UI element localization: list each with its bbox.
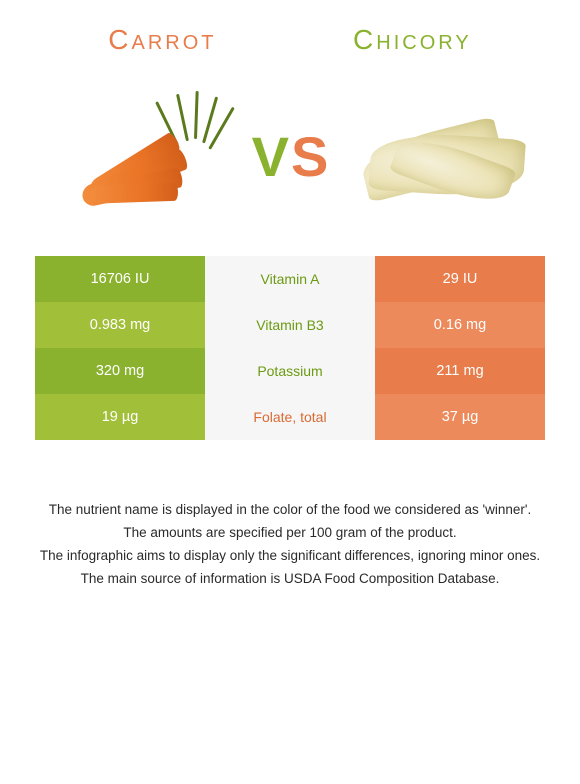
- nutrient-cell: Potassium: [205, 348, 375, 394]
- left-value-cell: 320 mg: [35, 348, 205, 394]
- right-value-cell: 29 IU: [375, 256, 545, 302]
- table-row: 19 µgFolate, total37 µg: [35, 394, 545, 440]
- right-food-title: Chicory: [353, 24, 472, 56]
- left-value-cell: 0.983 mg: [35, 302, 205, 348]
- caption-line: The main source of information is USDA F…: [35, 569, 545, 590]
- vs-v-letter: V: [252, 124, 289, 189]
- table-row: 0.983 mgVitamin B30.16 mg: [35, 302, 545, 348]
- comparison-table: 16706 IUVitamin A29 IU0.983 mgVitamin B3…: [35, 256, 545, 440]
- table-row: 16706 IUVitamin A29 IU: [35, 256, 545, 302]
- left-value-cell: 19 µg: [35, 394, 205, 440]
- carrot-illustration: [42, 86, 242, 226]
- caption-block: The nutrient name is displayed in the co…: [0, 440, 580, 592]
- caption-line: The nutrient name is displayed in the co…: [35, 500, 545, 521]
- nutrient-cell: Folate, total: [205, 394, 375, 440]
- caption-line: The infographic aims to display only the…: [35, 546, 545, 567]
- nutrient-cell: Vitamin A: [205, 256, 375, 302]
- chicory-illustration: [338, 86, 538, 226]
- left-value-cell: 16706 IU: [35, 256, 205, 302]
- hero-section: V S: [0, 66, 580, 256]
- vs-s-letter: S: [291, 124, 328, 189]
- header: Carrot Chicory: [0, 0, 580, 66]
- caption-line: The amounts are specified per 100 gram o…: [35, 523, 545, 544]
- left-food-title: Carrot: [108, 24, 216, 56]
- right-value-cell: 37 µg: [375, 394, 545, 440]
- right-value-cell: 211 mg: [375, 348, 545, 394]
- table-row: 320 mgPotassium211 mg: [35, 348, 545, 394]
- vs-label: V S: [252, 124, 329, 189]
- right-value-cell: 0.16 mg: [375, 302, 545, 348]
- nutrient-cell: Vitamin B3: [205, 302, 375, 348]
